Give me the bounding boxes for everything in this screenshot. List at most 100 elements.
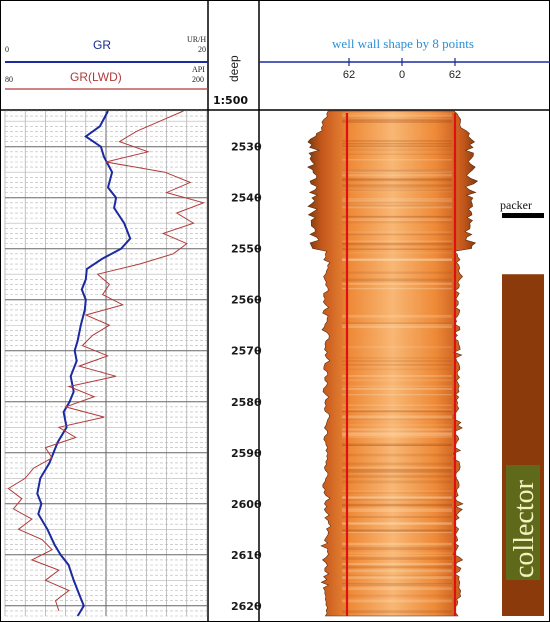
wall-texture [342, 184, 452, 186]
wall-texture [342, 357, 452, 359]
depth-tick-label: 2580 [231, 396, 262, 409]
wall-texture [342, 215, 452, 218]
wall-texture [342, 322, 452, 324]
wall-texture [342, 576, 452, 579]
wall-texture [342, 145, 452, 147]
wall-texture [342, 480, 452, 484]
wall-texture [342, 178, 452, 181]
wall-texture [342, 288, 452, 290]
wall-texture [342, 119, 452, 122]
wall-texture [342, 569, 452, 573]
wall-texture [342, 379, 452, 382]
gr-header: GR 0 UR/H 20 [5, 35, 208, 63]
annotations: packer collector [500, 198, 544, 616]
wall-texture [342, 504, 452, 507]
depth-label: deep [227, 55, 241, 82]
depth-tick-label: 2600 [231, 498, 262, 511]
wall-texture [342, 186, 452, 189]
wall-texture [342, 242, 452, 246]
depth-ticks: 2530 2540 2550 2560 2570 2580 2590 2600 2610 2620 [231, 141, 262, 613]
wall-title: well wall shape by 8 points [332, 36, 474, 51]
wall-texture [342, 509, 452, 513]
wall-texture [342, 599, 452, 603]
wall-texture [342, 145, 452, 147]
wall-texture [342, 240, 452, 242]
wall-texture [342, 359, 452, 363]
wall-texture [342, 271, 452, 274]
packer-marker [502, 213, 544, 219]
wall-texture [342, 233, 452, 236]
wall-texture [342, 169, 452, 172]
grlwd-unit: API [192, 65, 205, 74]
wall-texture [342, 552, 452, 554]
gr-right-limit: 20 [198, 45, 206, 54]
wall-texture [342, 428, 452, 431]
wall-texture [342, 410, 452, 413]
wall-texture [342, 594, 452, 598]
wall-texture [342, 201, 452, 204]
wall-texture [342, 324, 452, 326]
wall-texture [342, 547, 452, 550]
wall-texture [342, 444, 452, 446]
wall-texture [342, 287, 452, 290]
wall-texture [342, 140, 452, 142]
wall-texture [342, 453, 452, 457]
wall-texture [342, 153, 452, 155]
wall-texture [342, 435, 452, 438]
wall-texture [342, 490, 452, 492]
wall-texture [342, 387, 452, 390]
wall-texture [342, 566, 452, 569]
wall-texture [342, 142, 452, 145]
wall-texture [342, 431, 452, 435]
wall-scale: 62 0 62 [343, 58, 461, 81]
well-wall-image [307, 110, 479, 617]
wall-texture [342, 443, 452, 446]
wall-texture [342, 118, 452, 120]
wall-texture [342, 583, 452, 587]
wall-texture [342, 498, 452, 501]
depth-tick-label: 2560 [231, 294, 262, 307]
gr-series [7, 110, 206, 617]
wall-texture [342, 205, 452, 207]
wall-texture [342, 418, 452, 421]
wall-scale-label: 0 [399, 69, 405, 81]
wall-texture [342, 148, 452, 151]
depth-tick-label: 2590 [231, 447, 262, 460]
wall-texture [342, 529, 452, 532]
wall-texture [342, 530, 452, 532]
wall-texture [342, 325, 452, 329]
wall-texture [342, 503, 452, 506]
wall-texture [342, 562, 452, 565]
wall-texture [342, 200, 452, 202]
wall-texture [342, 218, 452, 222]
wall-texture [342, 610, 452, 614]
wall-texture [342, 314, 452, 318]
wall-texture [342, 170, 452, 173]
wall-texture [342, 364, 452, 366]
gr-label: GR [93, 38, 111, 52]
wall-texture [342, 282, 452, 285]
depth-tick-label: 2540 [231, 192, 262, 205]
wall-texture [342, 432, 452, 436]
wall-texture [342, 468, 452, 472]
wall-texture [342, 258, 452, 261]
grlwd-curve [7, 110, 206, 612]
wall-texture [342, 258, 452, 262]
wall-texture [342, 404, 452, 406]
wall-texture [342, 554, 452, 556]
wall-texture [342, 394, 452, 396]
wall-texture [342, 531, 452, 534]
gr-left-limit: 0 [5, 45, 9, 54]
wall-texture [342, 178, 452, 182]
collector-label-bg [506, 465, 540, 580]
depth-tick-label: 2550 [231, 243, 262, 256]
wall-texture [342, 121, 452, 123]
wall-scale-label: 62 [449, 69, 461, 81]
wall-texture [342, 187, 452, 189]
wall-texture [342, 462, 452, 466]
wall-texture [342, 492, 452, 494]
wall-texture [342, 189, 452, 192]
wall-texture [342, 190, 452, 193]
wall-texture [342, 368, 452, 371]
